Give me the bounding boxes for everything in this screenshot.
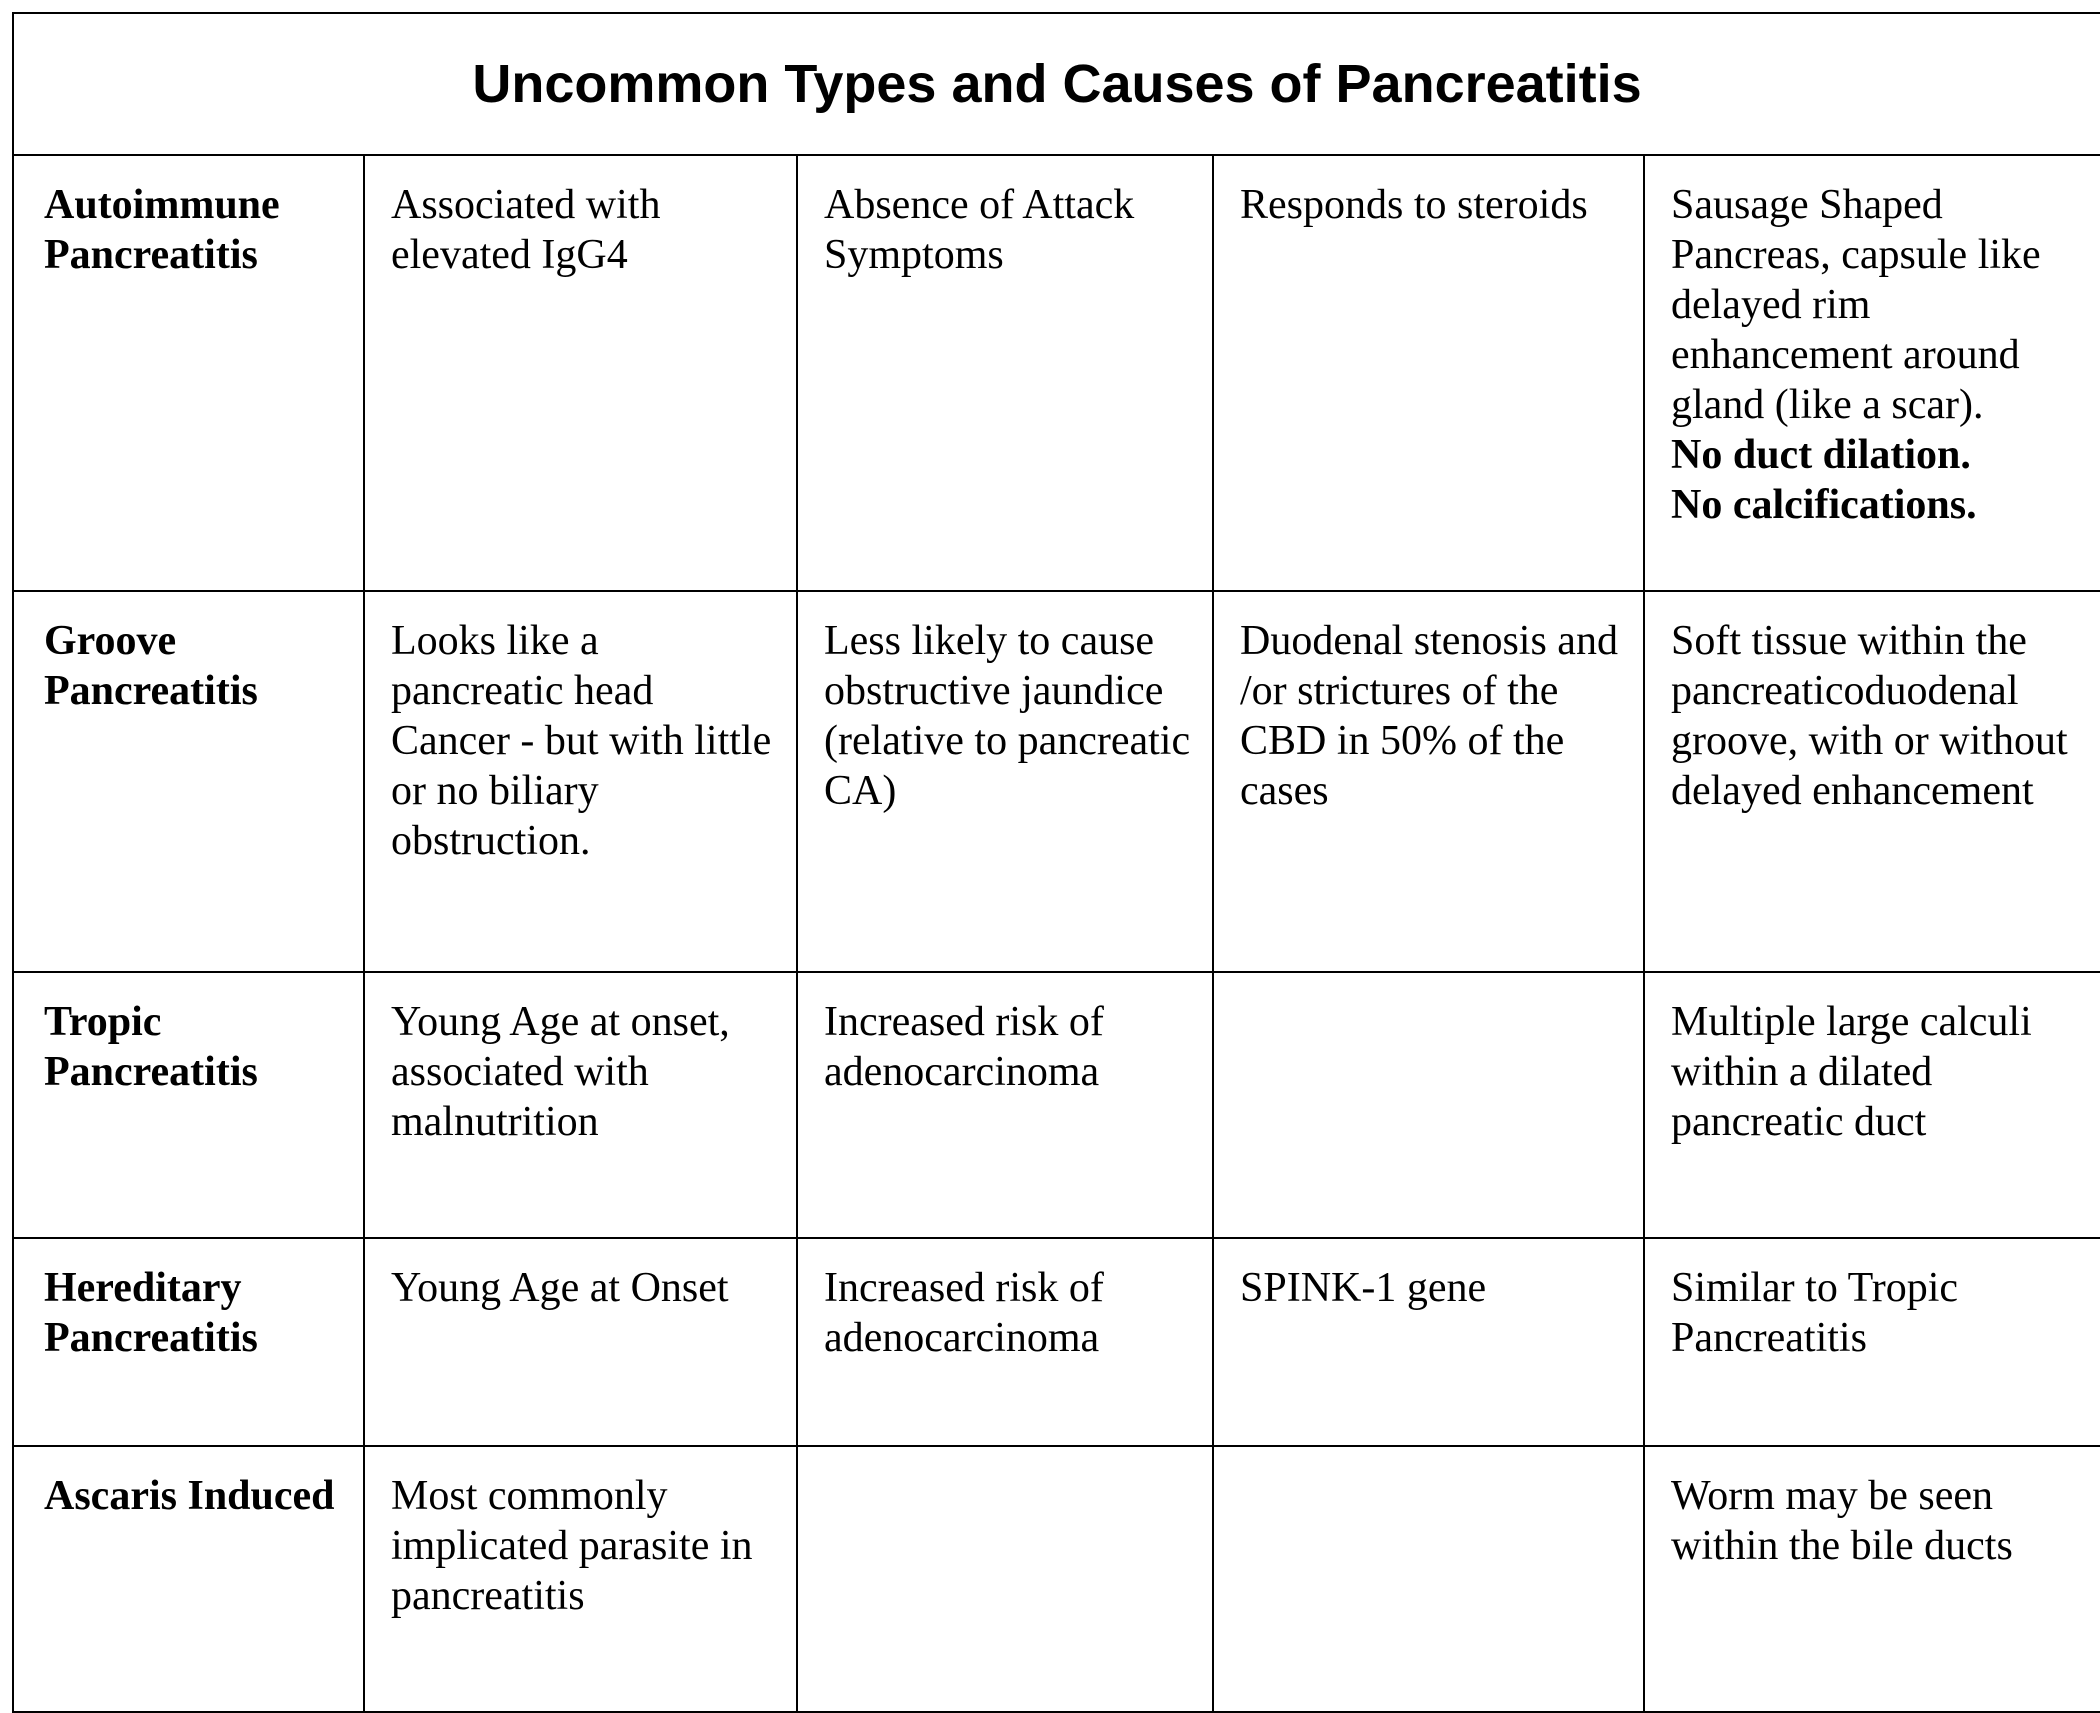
cell-ascaris-col5: Worm may be seen within the bile ducts bbox=[1642, 1445, 2100, 1713]
cell-groove-col2: Looks like a pancreatic head Cancer - bu… bbox=[363, 590, 798, 973]
cell-ascaris-col3 bbox=[796, 1445, 1214, 1713]
cell-autoimmune-imaging-text: Sausage Shaped Pancreas, capsule like de… bbox=[1671, 182, 2041, 428]
cell-hereditary-col4: SPINK-1 gene bbox=[1212, 1237, 1645, 1447]
cell-tropic-col5: Multiple large calculi within a dilated … bbox=[1642, 971, 2100, 1239]
cell-ascaris-col4 bbox=[1212, 1445, 1645, 1713]
table-row: Autoimmune Pancreatitis Associated with … bbox=[12, 154, 2100, 592]
cell-groove-col3: Less likely to cause obstructive jaundic… bbox=[796, 590, 1214, 973]
cell-tropic-col4 bbox=[1212, 971, 1645, 1239]
table-row: Tropic Pancreatitis Young Age at onset, … bbox=[12, 971, 2100, 1239]
pancreatitis-table: Uncommon Types and Causes of Pancreatiti… bbox=[11, 12, 2100, 1713]
row-header-groove: Groove Pancreatitis bbox=[12, 590, 365, 973]
cell-hereditary-col3: Increased risk of adenocarcinoma bbox=[796, 1237, 1214, 1447]
row-header-tropic: Tropic Pancreatitis bbox=[12, 971, 365, 1239]
cell-tropic-col2: Young Age at onset, associated with maln… bbox=[363, 971, 798, 1239]
cell-tropic-col3: Increased risk of adenocarcinoma bbox=[796, 971, 1214, 1239]
cell-autoimmune-col2: Associated with elevated IgG4 bbox=[363, 154, 798, 592]
cell-groove-col5: Soft tissue within the pancreaticoduoden… bbox=[1642, 590, 2100, 973]
cell-groove-col4: Duodenal stenosis and /or strictures of … bbox=[1212, 590, 1645, 973]
cell-autoimmune-no-duct-dilation: No duct dilation. bbox=[1671, 432, 1971, 478]
table-row: Hereditary Pancreatitis Young Age at Ons… bbox=[12, 1237, 2100, 1447]
cell-ascaris-col2: Most commonly implicated parasite in pan… bbox=[363, 1445, 798, 1713]
cell-autoimmune-no-calcifications: No calcifications. bbox=[1671, 482, 1977, 528]
cell-autoimmune-col5: Sausage Shaped Pancreas, capsule like de… bbox=[1642, 154, 2100, 592]
row-header-ascaris: Ascaris Induced bbox=[12, 1445, 365, 1713]
cell-autoimmune-col3: Absence of Attack Symptoms bbox=[796, 154, 1214, 592]
table-row: Ascaris Induced Most commonly implicated… bbox=[12, 1445, 2100, 1713]
title-row: Uncommon Types and Causes of Pancreatiti… bbox=[11, 12, 2100, 156]
cell-hereditary-col2: Young Age at Onset bbox=[363, 1237, 798, 1447]
row-header-hereditary: Hereditary Pancreatitis bbox=[12, 1237, 365, 1447]
cell-autoimmune-col4: Responds to steroids bbox=[1212, 154, 1645, 592]
row-header-autoimmune: Autoimmune Pancreatitis bbox=[12, 154, 365, 592]
cell-hereditary-col5: Similar to Tropic Pancreatitis bbox=[1642, 1237, 2100, 1447]
table-title: Uncommon Types and Causes of Pancreatiti… bbox=[11, 12, 2100, 156]
table-row: Groove Pancreatitis Looks like a pancrea… bbox=[12, 590, 2100, 973]
